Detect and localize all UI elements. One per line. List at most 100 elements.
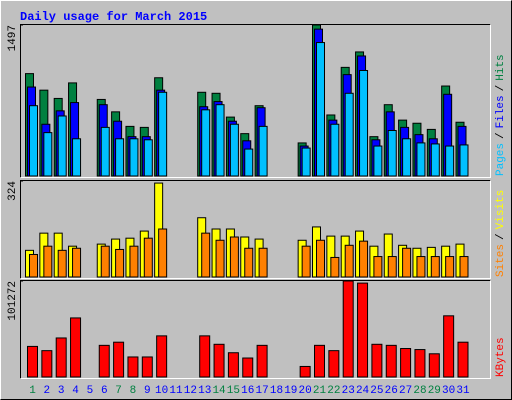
y-tick-label: 324 — [7, 181, 19, 201]
bar — [129, 245, 139, 278]
bar — [98, 344, 110, 378]
x-tick-label: 17 — [255, 385, 268, 397]
bar — [201, 232, 211, 278]
x-tick-label: 3 — [58, 385, 65, 397]
x-tick-label: 29 — [428, 385, 441, 397]
bar — [129, 138, 139, 177]
bar — [227, 352, 239, 378]
bar — [416, 142, 426, 177]
bar — [357, 282, 369, 378]
bar — [387, 130, 397, 177]
bar — [143, 237, 153, 278]
legend-entry: Visits — [495, 190, 507, 230]
bar — [400, 348, 412, 378]
bar — [359, 69, 369, 177]
bar — [29, 105, 38, 177]
bar — [27, 345, 38, 378]
bar — [115, 138, 125, 177]
bar — [43, 132, 53, 177]
bar — [402, 247, 412, 278]
x-tick-label: 23 — [342, 385, 355, 397]
bar — [301, 147, 311, 177]
x-tick-label: 6 — [101, 385, 108, 397]
legend: Pages / Files / Hits — [495, 54, 507, 176]
bar — [29, 253, 38, 278]
x-tick-label: 7 — [115, 385, 122, 397]
bar — [213, 343, 225, 378]
bar — [330, 123, 340, 177]
legend-entry: Sites — [495, 244, 507, 277]
bar — [158, 91, 168, 177]
bar — [457, 341, 469, 378]
x-tick-label: 10 — [155, 385, 168, 397]
panel — [20, 280, 490, 378]
bar — [55, 337, 67, 378]
panel-border-light — [20, 280, 491, 379]
x-tick-label: 2 — [44, 385, 51, 397]
bar — [72, 247, 82, 278]
bar — [371, 343, 383, 378]
bar — [215, 239, 225, 278]
bar — [242, 357, 254, 378]
legend-entry: Files — [495, 95, 507, 128]
bar — [244, 247, 254, 278]
x-tick-label: 26 — [385, 385, 398, 397]
bar — [100, 126, 110, 177]
bar — [258, 247, 268, 278]
bar — [43, 245, 53, 278]
bar — [344, 244, 354, 278]
bar — [199, 335, 211, 378]
bar — [70, 317, 82, 378]
bar — [430, 143, 440, 177]
bar — [143, 139, 153, 177]
bar — [342, 280, 354, 378]
bar — [158, 228, 168, 278]
legend-entry: Hits — [495, 54, 507, 80]
legend-entry: KBytes — [495, 337, 507, 377]
bar — [414, 349, 426, 378]
bar — [72, 138, 82, 177]
bar — [113, 341, 125, 378]
bar — [127, 356, 139, 378]
bar — [314, 344, 325, 378]
bar — [299, 365, 311, 378]
legend-separator: / — [495, 233, 507, 240]
bar — [459, 256, 469, 278]
bar — [41, 350, 53, 378]
x-tick-label: 14 — [212, 385, 226, 397]
bar — [430, 256, 440, 278]
bar — [100, 245, 110, 278]
x-tick-label: 11 — [169, 385, 183, 397]
bar — [385, 344, 397, 378]
legend-separator: / — [495, 85, 507, 92]
legend: Sites / Visits — [495, 190, 507, 277]
x-tick-label: 13 — [198, 385, 211, 397]
bar — [344, 92, 354, 177]
bar — [229, 236, 239, 278]
bar — [57, 115, 67, 177]
legend-separator: / — [495, 132, 507, 139]
bar — [316, 239, 325, 278]
bar — [301, 245, 311, 278]
x-tick-label: 21 — [313, 385, 327, 397]
panel-border-light — [20, 24, 491, 178]
legend: KBytes — [495, 337, 507, 377]
bar — [416, 256, 426, 278]
x-tick-label: 30 — [442, 385, 455, 397]
y-tick-label: 101272 — [7, 281, 19, 321]
x-tick-label: 28 — [413, 385, 426, 397]
bar — [156, 335, 168, 378]
bar — [244, 148, 254, 177]
chart-title: Daily usage for March 2015 — [20, 10, 207, 24]
legend-entry: Pages — [495, 143, 507, 176]
bar — [443, 315, 455, 378]
bar — [229, 123, 239, 177]
x-tick-label: 5 — [87, 385, 94, 397]
bar — [328, 350, 340, 378]
y-tick-label: 1497 — [7, 25, 19, 51]
bar — [330, 256, 340, 278]
bar — [115, 248, 125, 278]
x-tick-label: 16 — [241, 385, 254, 397]
x-tick-label: 12 — [184, 385, 197, 397]
